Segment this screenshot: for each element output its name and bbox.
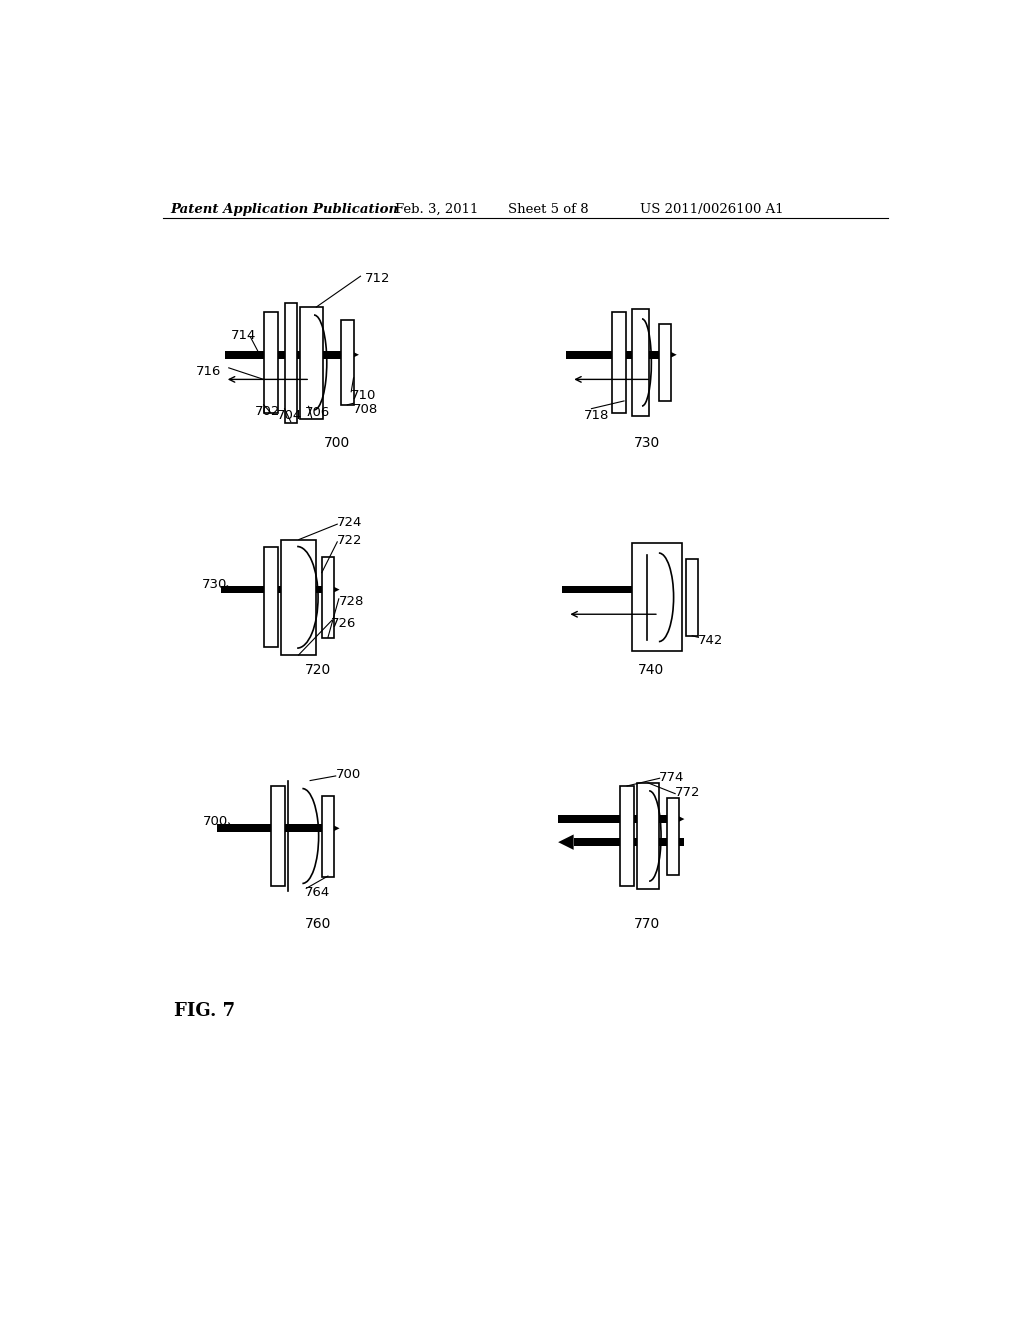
Text: 722: 722	[337, 535, 362, 548]
Bar	[632, 309, 649, 416]
Bar	[263, 548, 278, 647]
Text: 700: 700	[325, 436, 350, 450]
Polygon shape	[566, 351, 662, 359]
Text: 708: 708	[352, 404, 378, 416]
Polygon shape	[221, 586, 324, 594]
Bar	[632, 544, 682, 651]
Text: 770: 770	[634, 917, 660, 931]
Text: 740: 740	[638, 663, 665, 677]
Text: Sheet 5 of 8: Sheet 5 of 8	[508, 203, 589, 216]
Polygon shape	[667, 582, 682, 597]
Text: 742: 742	[697, 635, 723, 647]
Polygon shape	[324, 582, 340, 597]
Text: 774: 774	[658, 771, 684, 784]
Bar	[612, 313, 627, 413]
Polygon shape	[558, 816, 669, 822]
Text: 730: 730	[634, 436, 660, 450]
Text: 724: 724	[337, 516, 362, 529]
Bar	[667, 797, 679, 874]
Polygon shape	[343, 347, 359, 363]
Text: 714: 714	[231, 330, 256, 342]
Text: 706: 706	[305, 407, 330, 420]
Bar	[285, 304, 297, 422]
Bar	[686, 558, 698, 636]
Polygon shape	[662, 347, 677, 363]
Text: 726: 726	[331, 616, 356, 630]
Text: 720: 720	[305, 663, 331, 677]
Polygon shape	[562, 586, 667, 594]
Text: 710: 710	[350, 389, 376, 403]
Bar	[322, 796, 334, 876]
Bar	[658, 323, 672, 401]
Text: Patent Application Publication: Patent Application Publication	[171, 203, 398, 216]
Text: FIG. 7: FIG. 7	[174, 1002, 236, 1019]
Bar	[300, 308, 324, 418]
Bar	[271, 785, 286, 886]
Text: 728: 728	[339, 595, 365, 609]
Text: 704: 704	[276, 409, 302, 421]
Polygon shape	[324, 821, 340, 836]
Bar	[322, 557, 334, 638]
Text: 760: 760	[305, 917, 331, 931]
Bar	[341, 321, 353, 405]
Text: 702: 702	[255, 405, 281, 418]
Text: 700: 700	[203, 816, 228, 828]
Text: 718: 718	[584, 409, 609, 421]
Polygon shape	[669, 812, 684, 826]
Polygon shape	[225, 351, 343, 359]
Bar	[263, 313, 278, 413]
Text: 730: 730	[202, 578, 227, 591]
Polygon shape	[217, 825, 324, 832]
Polygon shape	[558, 834, 573, 850]
Bar	[282, 540, 316, 655]
Text: 700: 700	[336, 768, 360, 781]
Bar	[637, 783, 658, 890]
Text: 712: 712	[365, 272, 390, 285]
Text: 764: 764	[305, 886, 330, 899]
Text: 716: 716	[196, 364, 221, 378]
Polygon shape	[573, 838, 684, 846]
Bar	[621, 785, 634, 886]
Text: 772: 772	[675, 785, 699, 799]
Text: Feb. 3, 2011: Feb. 3, 2011	[395, 203, 479, 216]
Text: US 2011/0026100 A1: US 2011/0026100 A1	[640, 203, 783, 216]
